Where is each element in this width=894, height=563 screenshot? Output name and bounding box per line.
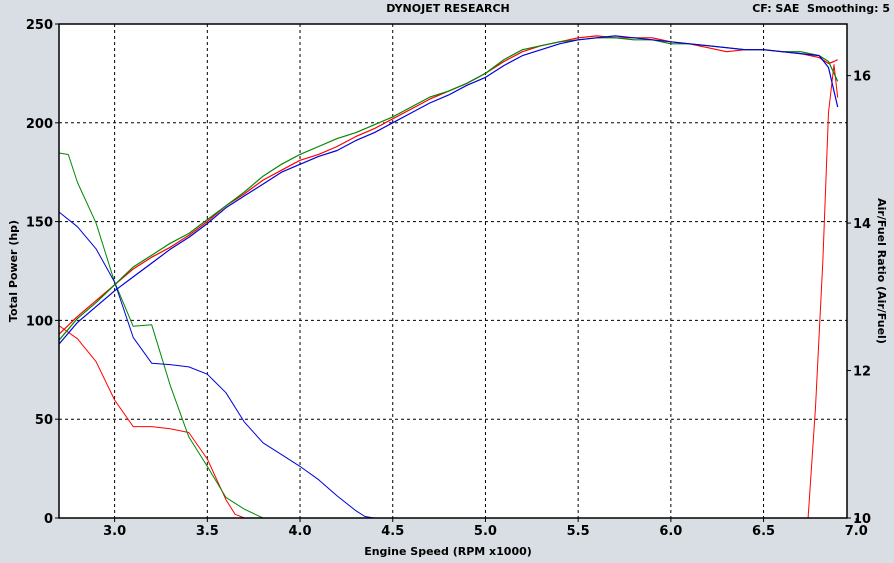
chart-title: DYNOJET RESEARCH: [386, 2, 509, 15]
afr-line-red: [58, 64, 839, 519]
x-tick-label: 4.0: [289, 524, 312, 539]
x-axis-label: Engine Speed (RPM x1000): [364, 545, 532, 558]
y-tick-label: 0: [44, 512, 53, 527]
y-tick-label: 200: [26, 117, 53, 132]
y2-tick-label: 12: [853, 365, 871, 380]
y-axis-ticks: 0 50 100 150 200 250: [26, 18, 59, 527]
y2-tick-label: 16: [853, 70, 871, 85]
power-line-blue: [58, 35, 839, 345]
y2-axis-label: Air/Fuel Ratio (Air/Fuel): [875, 198, 888, 344]
x-tick-label: 3.5: [196, 524, 219, 539]
x-axis-ticks: 3.0 3.5 4.0 4.5 5.0 5.5 6.0 6.5 7.0: [103, 518, 868, 539]
plot-area: [59, 24, 847, 518]
chart-info: CF: SAE Smoothing: 5: [752, 2, 890, 15]
y-axis-label: Total Power (hp): [7, 220, 20, 322]
afr-line-blue: [58, 211, 838, 519]
series-group: [58, 35, 839, 519]
y-tick-label: 100: [26, 314, 53, 329]
x-tick-label: 6.0: [659, 524, 682, 539]
y-tick-label: 50: [35, 413, 53, 428]
x-tick-label: 6.5: [752, 524, 775, 539]
x-tick-label: 4.5: [381, 524, 404, 539]
y2-tick-label: 10: [853, 512, 871, 527]
y2-tick-label: 14: [853, 217, 871, 232]
x-tick-label: 3.0: [103, 524, 126, 539]
x-tick-label: 5.5: [567, 524, 590, 539]
x-tick-label: 7.0: [845, 524, 868, 539]
y-tick-label: 150: [26, 216, 53, 231]
y2-axis-ticks: 10 12 14 16: [847, 70, 871, 527]
y-tick-label: 250: [26, 18, 53, 33]
x-tick-label: 5.0: [474, 524, 497, 539]
afr-line-green: [58, 152, 838, 519]
plot-frame: [58, 23, 848, 519]
